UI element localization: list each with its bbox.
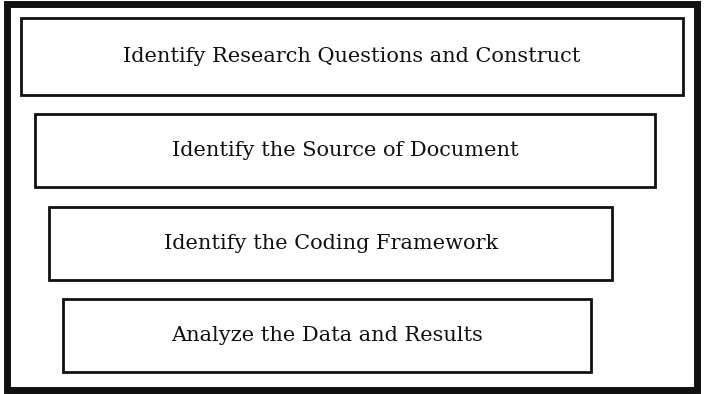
Text: Analyze the Data and Results: Analyze the Data and Results bbox=[171, 326, 484, 346]
Bar bbox=[49, 207, 612, 280]
Bar bbox=[63, 299, 591, 372]
Text: Identify Research Questions and Construct: Identify Research Questions and Construc… bbox=[123, 46, 581, 66]
Bar bbox=[21, 18, 683, 95]
Text: Identify the Coding Framework: Identify the Coding Framework bbox=[164, 234, 498, 253]
Bar bbox=[35, 114, 655, 187]
Text: Identify the Source of Document: Identify the Source of Document bbox=[172, 141, 518, 160]
